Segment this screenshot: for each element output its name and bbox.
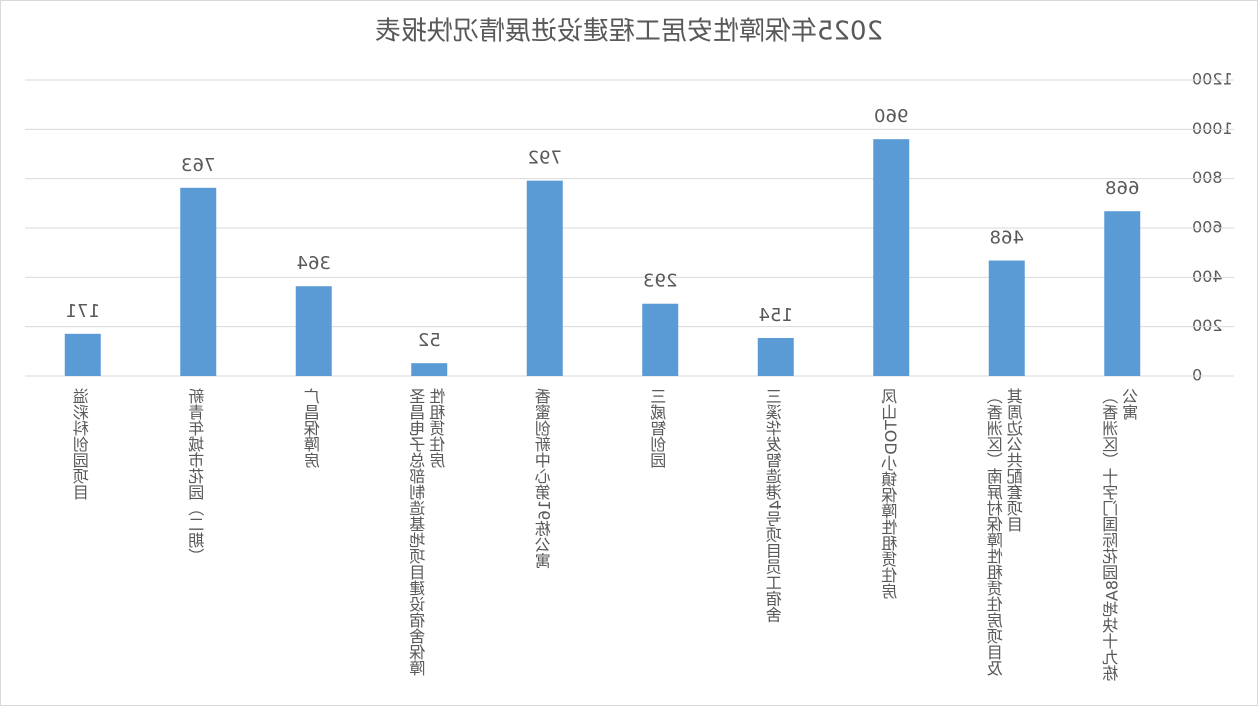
bar xyxy=(873,139,910,376)
x-tick-label-box: （香洲区）南屏村保障性租赁住房项目及其周边公共配套项目 xyxy=(986,388,1026,676)
value-label: 668 xyxy=(1105,178,1139,199)
x-tick-label-box: 圣昌电子总部制造基地项目建设宿舍保障性租赁住房 xyxy=(409,388,449,676)
x-tick-label: 香蜜创新中心第16栋公寓 xyxy=(534,388,554,569)
value-label: 364 xyxy=(297,253,331,274)
y-tick-label: 0 xyxy=(1192,366,1202,385)
bar xyxy=(526,180,563,376)
value-label: 792 xyxy=(528,148,562,169)
x-tick-label-box: 凤山TOD小镇保障性租赁住房 xyxy=(881,388,901,599)
x-tick-label-box: 新青年城市花园（二期） xyxy=(188,388,208,564)
x-tick-label: （香洲区）十字门国际花园8A地块十九栋公寓 xyxy=(1102,388,1142,682)
x-tick-label: 凤山TOD小镇保障性租赁住房 xyxy=(881,388,901,599)
value-label: 52 xyxy=(418,330,441,351)
x-tick-label-box: 广昌保障房 xyxy=(303,388,323,468)
bar xyxy=(757,338,794,376)
bar xyxy=(1104,211,1141,376)
x-tick-label-box: 三溪华发智造港4号项目员工宿舍 xyxy=(765,388,785,623)
value-label: 171 xyxy=(66,301,100,322)
x-tick-label-box: 溢彩科创园项目 xyxy=(72,388,92,500)
x-tick-label: 三溪华发智造港4号项目员工宿舍 xyxy=(765,388,785,623)
y-tick-label: 1200 xyxy=(1192,70,1233,89)
value-label: 154 xyxy=(759,305,793,326)
bar xyxy=(64,333,101,376)
bar xyxy=(642,303,679,376)
bar xyxy=(411,363,448,376)
x-tick-label: 新青年城市花园（二期） xyxy=(188,388,208,564)
bar xyxy=(295,286,332,376)
x-tick-label-box: （香洲区）十字门国际花园8A地块十九栋公寓 xyxy=(1102,388,1142,682)
y-tick-label: 600 xyxy=(1192,218,1223,237)
x-tick-label-box: 香蜜创新中心第16栋公寓 xyxy=(534,388,554,569)
x-tick-label: 溢彩科创园项目 xyxy=(72,388,92,500)
bar xyxy=(988,260,1025,376)
x-tick-label: 三威智创园 xyxy=(650,388,670,468)
x-tick-label: 圣昌电子总部制造基地项目建设宿舍保障性租赁住房 xyxy=(409,388,449,676)
value-label: 960 xyxy=(874,106,908,127)
bar xyxy=(180,187,217,376)
value-label: 468 xyxy=(990,228,1024,249)
value-label: 293 xyxy=(643,271,677,292)
y-tick-label: 800 xyxy=(1192,168,1223,187)
y-tick-label: 400 xyxy=(1192,267,1223,286)
y-tick-label: 200 xyxy=(1192,316,1223,335)
x-tick-label: 广昌保障房 xyxy=(303,388,323,468)
y-tick-label: 1000 xyxy=(1192,119,1233,138)
value-label: 763 xyxy=(181,155,215,176)
x-tick-label-box: 三威智创园 xyxy=(650,388,670,468)
chart-title: 2025年保障性安居工程建设进展情况快报表 xyxy=(375,17,883,47)
x-tick-label: （香洲区）南屏村保障性租赁住房项目及其周边公共配套项目 xyxy=(986,388,1026,676)
